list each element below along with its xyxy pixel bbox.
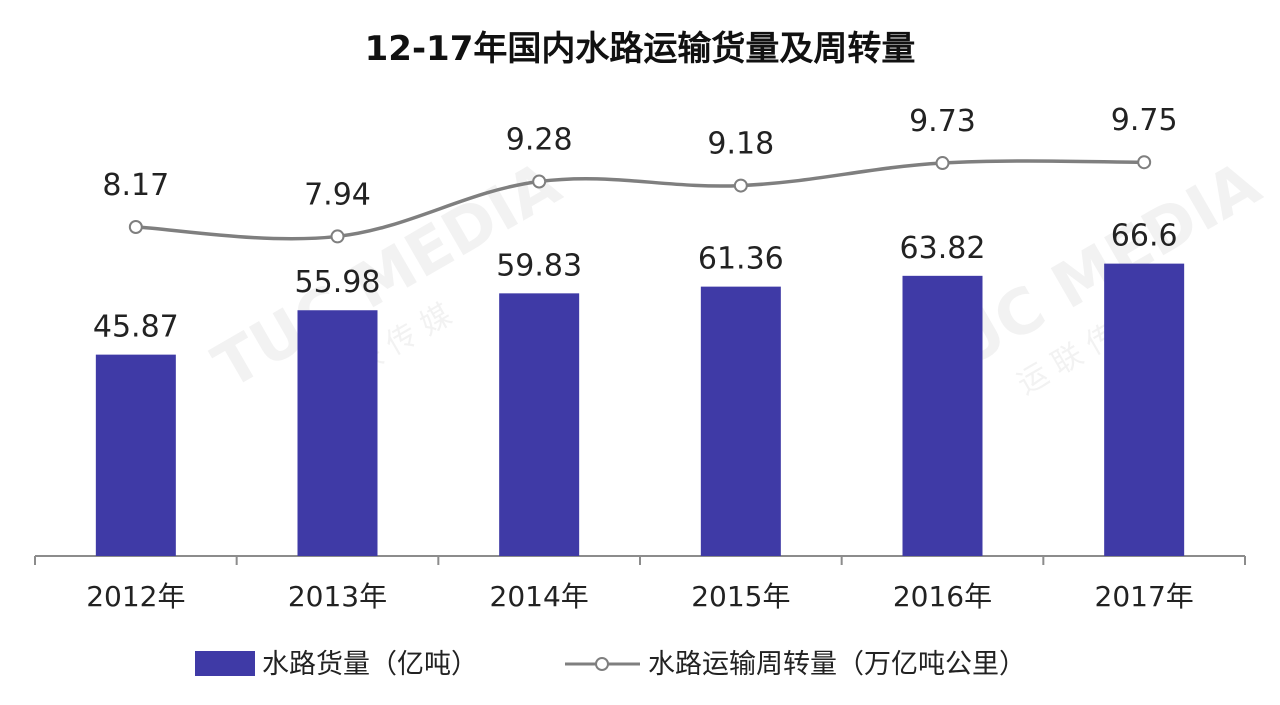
legend-line-marker [595,657,609,671]
line-marker [733,178,748,193]
line-marker [1137,155,1152,170]
bar [700,286,781,556]
line-series [128,155,1152,244]
bar-data-label: 59.83 [496,248,582,283]
line-marker [935,156,950,171]
legend: 水路货量（亿吨） 水路运输周转量（万亿吨公里） [195,649,1026,680]
line-path [135,159,1145,241]
x-tick-label: 2012年 [86,580,185,613]
chart-title: 12-17年国内水路运输货量及周转量 [365,29,916,69]
bar-data-label: 63.82 [900,231,986,266]
bar [95,354,176,556]
legend-line-label: 水路运输周转量（万亿吨公里） [648,649,1026,680]
x-tick-label: 2015年 [691,580,790,613]
bar-data-labels: 45.87 55.98 59.83 61.36 63.82 66.6 [93,219,1178,345]
x-tick-labels: 2012年 2013年 2014年 2015年 2016年 2017年 [86,580,1194,613]
line-data-label: 7.94 [304,177,371,212]
bar [902,275,983,556]
legend-bar-swatch [195,651,255,676]
bar-data-label: 61.36 [698,242,784,277]
x-tick-label: 2016年 [893,580,992,613]
x-tick-marks [34,556,1246,565]
bar-data-label: 66.6 [1111,219,1178,254]
line-data-label: 9.28 [506,122,573,157]
bar [1104,263,1185,556]
legend-bar-label: 水路货量（亿吨） [262,649,478,680]
line-data-label: 8.17 [102,168,169,203]
line-marker [330,229,345,244]
line-marker [128,220,143,234]
x-tick-label: 2017年 [1095,580,1194,613]
line-data-label: 9.73 [909,104,976,139]
line-data-labels: 8.17 7.94 9.28 9.18 9.73 9.75 [102,103,1177,212]
bar [297,310,378,556]
line-marker [532,174,547,189]
line-data-label: 9.18 [707,127,774,162]
bar-data-label: 55.98 [295,265,381,300]
bar [499,293,580,556]
x-tick-label: 2013年 [288,580,387,613]
x-tick-label: 2014年 [490,580,589,613]
bar-series [95,263,1185,556]
line-data-label: 9.75 [1111,103,1178,138]
bar-data-label: 45.87 [93,310,179,345]
